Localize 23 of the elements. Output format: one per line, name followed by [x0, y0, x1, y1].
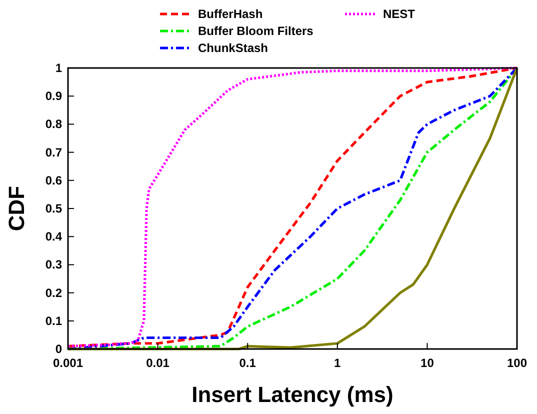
y-tick-label: 0.2 — [45, 286, 62, 300]
y-tick-label: 0.8 — [45, 117, 62, 132]
y-axis-title: CDF — [4, 186, 29, 232]
y-tick-label: 0.9 — [45, 89, 62, 104]
y-tick-label: 0.5 — [45, 202, 62, 216]
legend-label: ChunkStash — [198, 41, 268, 55]
y-tick-label: 0 — [55, 342, 62, 356]
y-tick-label: 0.7 — [45, 145, 62, 160]
legend-label: BufferHash — [198, 7, 263, 21]
y-tick-label: 0.1 — [45, 314, 62, 328]
y-tick-label: 1 — [55, 61, 62, 75]
x-tick-label: 0.1 — [239, 356, 256, 370]
x-tick-label: 0.001 — [52, 356, 84, 370]
y-tick-label: 0.3 — [45, 258, 62, 272]
x-axis-title: Insert Latency (ms) — [192, 382, 394, 407]
x-tick-label: 0.01 — [146, 356, 170, 370]
x-tick-label: 100 — [506, 356, 528, 370]
legend-label: Buffer Bloom Filters — [198, 24, 314, 38]
x-tick-label: 1 — [334, 356, 342, 370]
y-tick-label: 0.6 — [45, 173, 62, 188]
x-tick-label: 10 — [420, 356, 434, 370]
legend-label: NEST — [383, 7, 416, 21]
y-tick-label: 0.4 — [45, 230, 62, 244]
